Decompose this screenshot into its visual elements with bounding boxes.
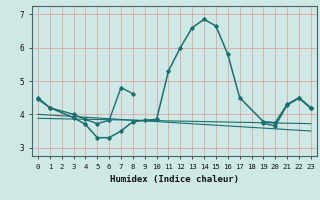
X-axis label: Humidex (Indice chaleur): Humidex (Indice chaleur) xyxy=(110,175,239,184)
